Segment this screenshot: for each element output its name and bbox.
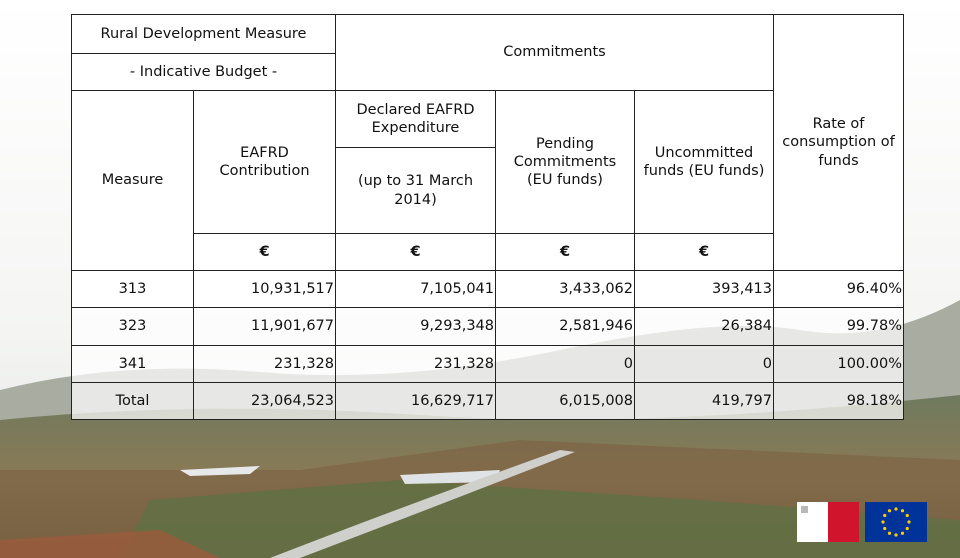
row-value: 9,293,348: [335, 307, 496, 346]
slide: Rural Development Measure- Indicative Bu…: [0, 0, 960, 558]
row-value: 2,581,946: [495, 307, 635, 346]
row-value: 6,015,008: [495, 382, 635, 420]
row-value: 0: [495, 345, 635, 383]
row-value: 231,328: [193, 345, 336, 383]
budget-table: Rural Development Measure- Indicative Bu…: [0, 0, 960, 558]
row-value: 16,629,717: [335, 382, 496, 420]
row-label: Total: [71, 382, 194, 420]
header-subtitle: - Indicative Budget -: [71, 53, 336, 91]
header-title: Rural Development Measure: [71, 14, 336, 54]
row-value: 11,901,677: [193, 307, 336, 346]
currency-cell: €: [634, 233, 774, 271]
row-label: 313: [71, 270, 194, 308]
row-value: 100.00%: [773, 345, 904, 383]
row-value: 96.40%: [773, 270, 904, 308]
row-value: 26,384: [634, 307, 774, 346]
row-value: 10,931,517: [193, 270, 336, 308]
currency-cell: €: [335, 233, 496, 271]
header-rate: Rate of consumption of funds: [773, 14, 904, 271]
row-value: 393,413: [634, 270, 774, 308]
header-commitments: Commitments: [335, 14, 774, 91]
header-pending: Pending Commitments (EU funds): [495, 90, 635, 234]
header-uncommitted: Uncommitted funds (EU funds): [634, 90, 774, 234]
row-value: 0: [634, 345, 774, 383]
row-value: 7,105,041: [335, 270, 496, 308]
row-value: 98.18%: [773, 382, 904, 420]
header-declared-period: (up to 31 March 2014): [335, 147, 496, 234]
row-value: 23,064,523: [193, 382, 336, 420]
row-value: 231,328: [335, 345, 496, 383]
row-value: 419,797: [634, 382, 774, 420]
header-contribution: EAFRD Contribution: [193, 90, 336, 234]
row-label: 341: [71, 345, 194, 383]
header-measure: Measure: [71, 90, 194, 271]
row-label: 323: [71, 307, 194, 346]
row-value: 3,433,062: [495, 270, 635, 308]
currency-cell: €: [495, 233, 635, 271]
row-value: 99.78%: [773, 307, 904, 346]
header-declared: Declared EAFRD Expenditure: [335, 90, 496, 148]
currency-cell: €: [193, 233, 336, 271]
